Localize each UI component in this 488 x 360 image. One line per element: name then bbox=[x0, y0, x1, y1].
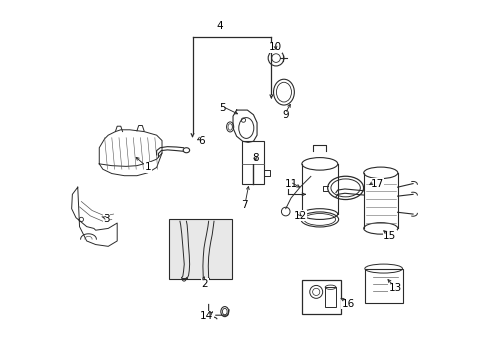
Bar bbox=[169, 220, 231, 279]
Text: 15: 15 bbox=[382, 231, 396, 240]
Bar bbox=[301, 280, 341, 314]
Text: 6: 6 bbox=[198, 136, 204, 145]
Text: 12: 12 bbox=[293, 211, 306, 221]
Text: 16: 16 bbox=[341, 299, 354, 309]
Text: 14: 14 bbox=[200, 311, 213, 321]
Text: 10: 10 bbox=[268, 42, 281, 52]
Text: 1: 1 bbox=[144, 162, 151, 172]
Text: 17: 17 bbox=[370, 179, 383, 189]
Text: 9: 9 bbox=[282, 111, 288, 121]
Text: 3: 3 bbox=[103, 215, 109, 224]
Text: 5: 5 bbox=[219, 103, 226, 113]
Text: 8: 8 bbox=[251, 153, 258, 163]
Bar bbox=[364, 269, 402, 303]
Text: 13: 13 bbox=[387, 283, 401, 293]
Text: 7: 7 bbox=[241, 200, 247, 210]
Bar bbox=[325, 287, 335, 307]
Text: 4: 4 bbox=[216, 21, 222, 31]
Text: 11: 11 bbox=[284, 179, 297, 189]
Bar bbox=[241, 140, 264, 184]
Text: 2: 2 bbox=[202, 279, 208, 289]
